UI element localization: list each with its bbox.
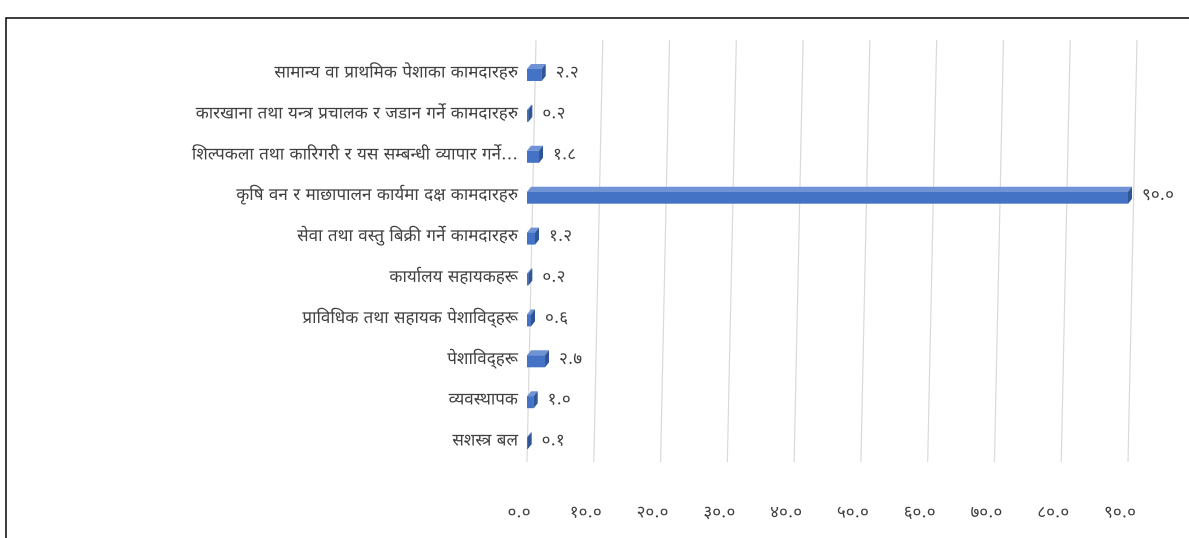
bar-side xyxy=(545,350,550,368)
data-label: २.२ xyxy=(556,63,579,83)
x-tick-label: ०.० xyxy=(507,503,530,523)
bar-top xyxy=(527,227,540,233)
grid-line xyxy=(526,39,537,463)
bar-top xyxy=(527,391,538,397)
bar-side xyxy=(535,227,540,245)
y-tick-label: प्राविधिक तथा सहायक पेशाविद्हरू xyxy=(302,307,518,329)
bar xyxy=(527,109,529,122)
bar-side xyxy=(539,145,544,163)
data-label: १.० xyxy=(548,390,571,410)
bar xyxy=(527,314,532,327)
bar-side xyxy=(541,64,546,81)
bar-side xyxy=(533,391,538,409)
bar-side xyxy=(1128,186,1132,204)
bar-top xyxy=(527,350,550,356)
bar-top xyxy=(527,186,1132,192)
data-label: १.२ xyxy=(549,226,572,246)
bar xyxy=(527,232,536,245)
grid-line xyxy=(726,39,737,463)
bar-top xyxy=(527,145,544,151)
bar-top xyxy=(527,64,546,69)
grid-line xyxy=(993,39,1005,463)
data-label: ९०.० xyxy=(1142,185,1174,205)
x-tick-label: ५०.० xyxy=(837,503,869,523)
x-tick-label: ८०.० xyxy=(1037,503,1069,523)
grid-line xyxy=(593,39,604,463)
bar xyxy=(527,150,540,163)
bar xyxy=(527,437,528,450)
grid-line xyxy=(1127,39,1138,463)
grid-line xyxy=(860,39,871,463)
y-tick-label: कार्यालय सहायकहरू xyxy=(389,266,518,287)
y-tick-label: कृषि वन र माछापालन कार्यमा दक्ष कामदारहर… xyxy=(236,184,519,205)
data-label: ०.१ xyxy=(542,431,565,451)
bar-side xyxy=(531,309,536,327)
bar xyxy=(527,69,542,81)
y-tick-label: सेवा तथा वस्तु बिक्री गर्ने कामदारहरु xyxy=(297,225,519,246)
data-label: २.७ xyxy=(559,349,582,369)
y-tick-label: पेशाविद्हरू xyxy=(447,348,519,370)
bar-side xyxy=(528,268,533,286)
x-tick-label: २०.० xyxy=(637,503,669,523)
grid-line xyxy=(793,39,804,463)
bar xyxy=(527,191,1128,204)
bar xyxy=(527,355,546,368)
bar-top xyxy=(527,309,536,315)
bar-top xyxy=(527,104,533,110)
grid-line xyxy=(1060,39,1071,463)
grid-line xyxy=(927,39,938,463)
y-tick-label: शिल्पकला तथा कारिगरी र यस सम्बन्धी व्याप… xyxy=(192,143,518,164)
bar-side xyxy=(528,104,533,122)
bar xyxy=(527,396,534,409)
x-tick-label: ६०.० xyxy=(904,503,936,523)
y-tick-label: सशस्त्र बल xyxy=(452,431,518,451)
x-tick-label: ९०.० xyxy=(1104,503,1136,523)
data-label: ०.२ xyxy=(542,267,565,287)
x-tick-label: १०.० xyxy=(570,503,602,523)
x-tick-label: ३०.० xyxy=(703,503,735,523)
bar-side xyxy=(527,432,532,450)
y-tick-label: व्यवस्थापक xyxy=(449,390,519,410)
bar-top xyxy=(527,268,533,274)
y-tick-label: सामान्य वा प्राथमिक पेशाका कामदारहरु xyxy=(274,62,518,83)
bar xyxy=(527,273,529,286)
bar-top xyxy=(527,432,532,438)
x-tick-label: ७०.० xyxy=(970,503,1002,523)
data-label: १.८ xyxy=(553,144,576,164)
data-label: ०.६ xyxy=(545,308,568,328)
x-tick-label: ४०.० xyxy=(770,503,802,523)
y-tick-label: कारखाना तथा यन्त्र प्रचालक र जडान गर्ने … xyxy=(196,102,519,123)
grid-line xyxy=(659,39,671,463)
data-label: ०.२ xyxy=(542,103,565,123)
chart-frame xyxy=(5,17,1189,538)
